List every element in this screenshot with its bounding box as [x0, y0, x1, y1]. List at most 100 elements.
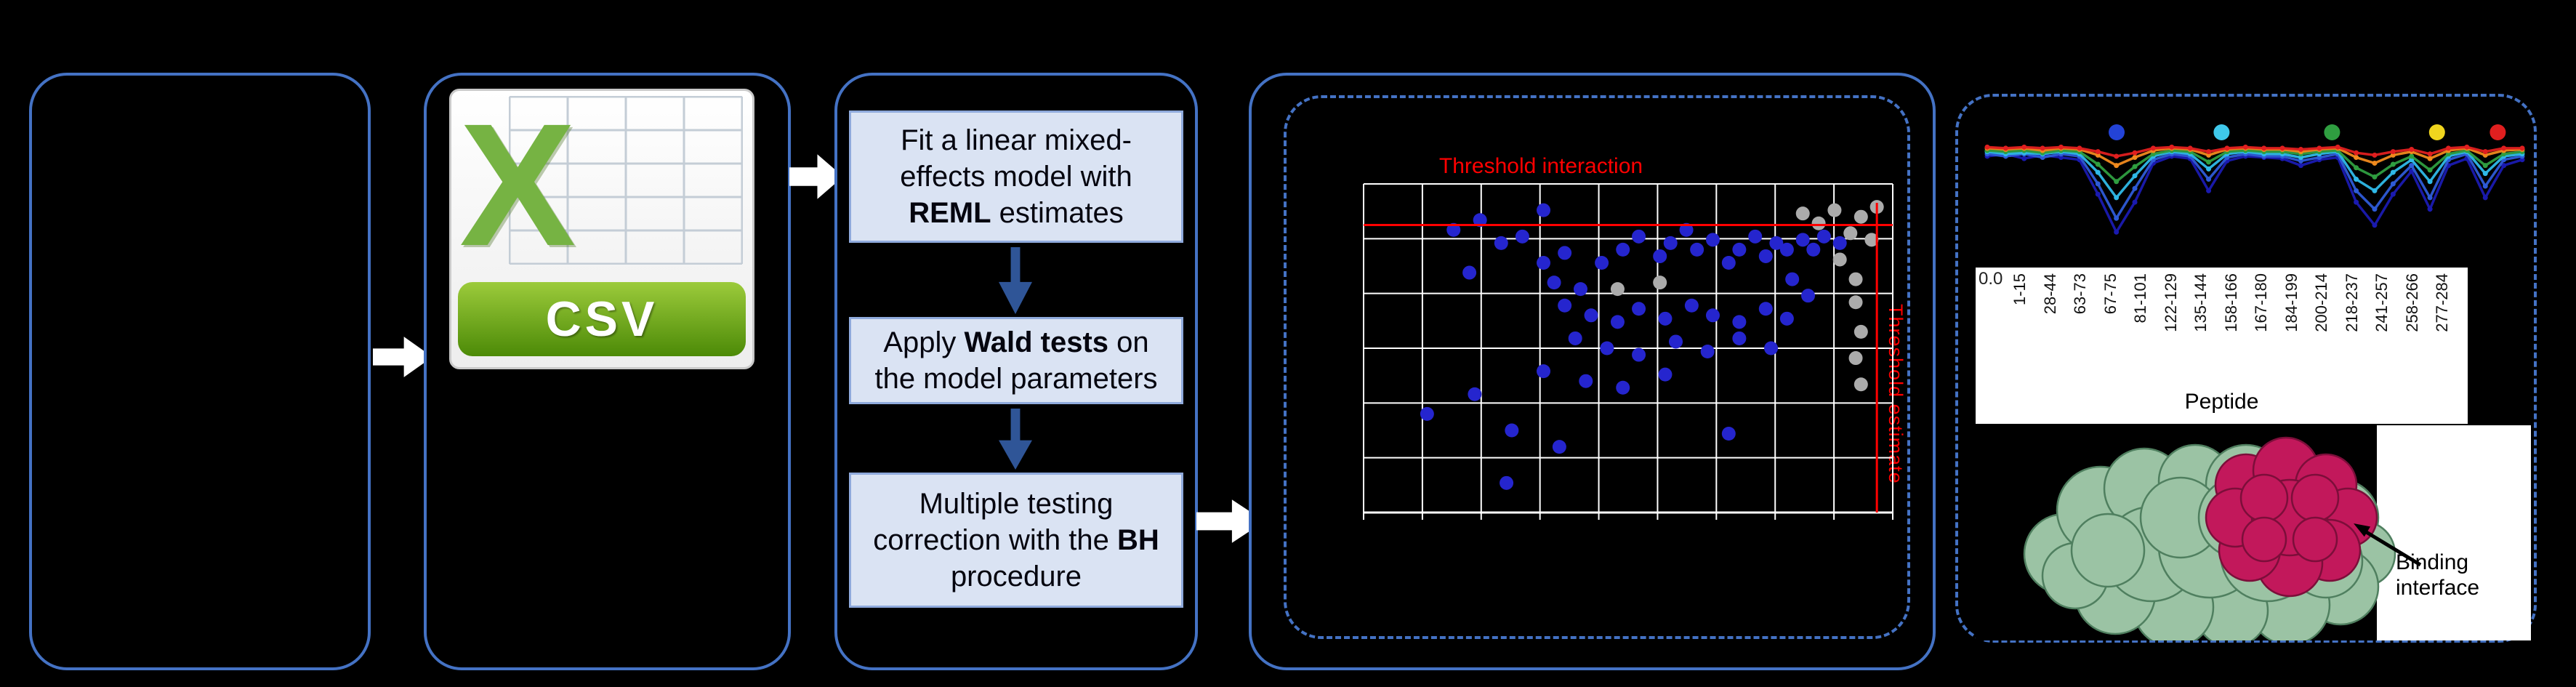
peptide-tick-label: 1-15: [2011, 273, 2029, 306]
panel-epitope-visualization: [1955, 94, 2537, 643]
scatter-point-interactor: [1610, 315, 1625, 329]
scatter-point-interactor: [1595, 255, 1609, 270]
scatter-point-interactor: [1468, 387, 1482, 401]
peptide-tick-label: 258-266: [2402, 273, 2421, 332]
epitope-point: [2169, 144, 2175, 150]
scatter-point-interactor: [1653, 249, 1667, 263]
epitope-point: [2482, 149, 2488, 155]
epitope-point: [2206, 177, 2212, 182]
epitope-point: [1984, 144, 1990, 150]
scatter-point-interactor: [1568, 331, 1582, 345]
epitope-region-circle: [2241, 516, 2287, 563]
scatter-point-filtered: [1795, 206, 1810, 221]
epitope-point: [2040, 145, 2045, 151]
scatter-point-interactor: [1758, 249, 1773, 263]
scatter-point-filtered: [1832, 252, 1847, 267]
peptide-tick-label: 158-166: [2221, 273, 2240, 332]
epitope-point: [2354, 150, 2359, 156]
flow-step-reml: Fit a linear mixed-effects model with RE…: [849, 111, 1183, 243]
scatter-point-interactor: [1705, 308, 1720, 323]
step-text-pre: Fit a linear mixed-effects model with: [900, 124, 1132, 193]
scatter-point-interactor: [1616, 242, 1630, 257]
epitope-line-series: [1987, 150, 2523, 200]
epitope-point: [2206, 166, 2212, 172]
scatter-point-interactor: [1579, 374, 1593, 388]
csv-file-icon: X CSV: [449, 89, 754, 369]
scatter-point-filtered: [1811, 216, 1826, 230]
scatter-plot: [1363, 183, 1893, 520]
epitope-point: [2427, 156, 2433, 161]
epitope-region-circle: [2290, 473, 2340, 523]
epitope-point: [2464, 144, 2470, 150]
epitope-point: [2372, 152, 2378, 158]
csv-banner-label: CSV: [458, 282, 746, 356]
epitope-condition-dot: [2324, 124, 2340, 140]
scatter-point-interactor: [1732, 242, 1747, 257]
scatter-point-interactor: [1705, 233, 1720, 247]
figure-white-background: [2377, 425, 2531, 640]
pipeline-panel-1: [29, 73, 371, 670]
scatter-point-interactor: [1764, 341, 1779, 355]
protein-surface-circle: [2070, 513, 2146, 588]
scatter-point-interactor: [1721, 255, 1736, 270]
epitope-region-circle: [2292, 516, 2338, 563]
scatter-point-filtered: [1848, 295, 1863, 310]
epitope-point: [2206, 149, 2212, 155]
scatter-point-interactor: [1684, 298, 1699, 313]
scatter-point-interactor: [1473, 213, 1487, 228]
epitope-point: [2372, 206, 2378, 212]
step-text-post: on the model parameters: [874, 326, 1158, 395]
epitope-point: [2317, 145, 2322, 151]
epitope-point: [2021, 156, 2027, 161]
epitope-point: [2354, 177, 2359, 182]
scatter-point-filtered: [1853, 209, 1868, 224]
peptide-tick-label: 81-101: [2131, 273, 2149, 324]
epitope-point: [2095, 161, 2101, 167]
epitope-point: [2132, 199, 2138, 205]
scatter-point-interactor: [1505, 423, 1519, 438]
epitope-point: [2482, 183, 2488, 189]
epitope-point: [2114, 179, 2120, 185]
epitope-point: [2206, 159, 2212, 165]
scatter-point-filtered: [1853, 324, 1868, 339]
scatter-point-interactor: [1700, 345, 1715, 359]
epitope-region-circle: [2239, 473, 2289, 523]
flow-step-reml-text: Fit a linear mixed-effects model with RE…: [861, 122, 1171, 231]
peptide-tick-label: 184-199: [2282, 273, 2301, 332]
threshold-estimate-label: Threshold estimate: [1885, 304, 1907, 484]
scatter-point-interactor: [1616, 380, 1630, 395]
epitope-point: [2501, 163, 2507, 169]
epitope-point: [2372, 222, 2378, 228]
peptide-tick-label: 135-144: [2191, 273, 2210, 332]
scatter-point-interactor: [1758, 302, 1773, 316]
scatter-point-interactor: [1494, 236, 1508, 250]
step-text-post: estimates: [991, 197, 1124, 229]
epitope-point: [2298, 146, 2303, 152]
epitope-point: [2095, 149, 2101, 155]
threshold-interaction-label: Threshold interaction: [1438, 154, 1643, 178]
peptide-tick-label: 277-284: [2433, 273, 2451, 332]
peptide-tick-label: 200-214: [2312, 273, 2330, 332]
step-text-pre: Multiple testing correction with the: [873, 488, 1117, 556]
epitope-line-series: [1987, 153, 2523, 235]
epitope-point: [2409, 163, 2415, 169]
scatter-point-interactor: [1663, 236, 1678, 250]
epitope-point: [2427, 151, 2433, 157]
flow-step-bh: Multiple testing correction with the BH …: [849, 473, 1183, 608]
epitope-point: [2114, 163, 2120, 169]
epitope-point: [2132, 173, 2138, 179]
scatter-point-interactor: [1816, 229, 1831, 244]
results-dashed-frame: [1284, 95, 1910, 639]
epitope-point: [2298, 163, 2303, 169]
excel-x-letter: X: [459, 87, 576, 282]
peptide-tick-label: 28-44: [2040, 273, 2059, 315]
peptide-axis-area: 0.0 1-15 28-44 63-73 67-75 81-101 122-129 135-…: [1976, 268, 2468, 424]
epitope-point: [2261, 145, 2267, 151]
peptide-tick-label: 122-129: [2161, 273, 2180, 332]
epitope-point: [2114, 215, 2120, 221]
epitope-point: [2409, 146, 2415, 152]
annotation-arrow-head: [2354, 523, 2370, 537]
epitope-point: [2354, 188, 2359, 193]
binding-interface-label: Binding interface: [2396, 550, 2480, 600]
scatter-point-interactor: [1573, 282, 1587, 297]
